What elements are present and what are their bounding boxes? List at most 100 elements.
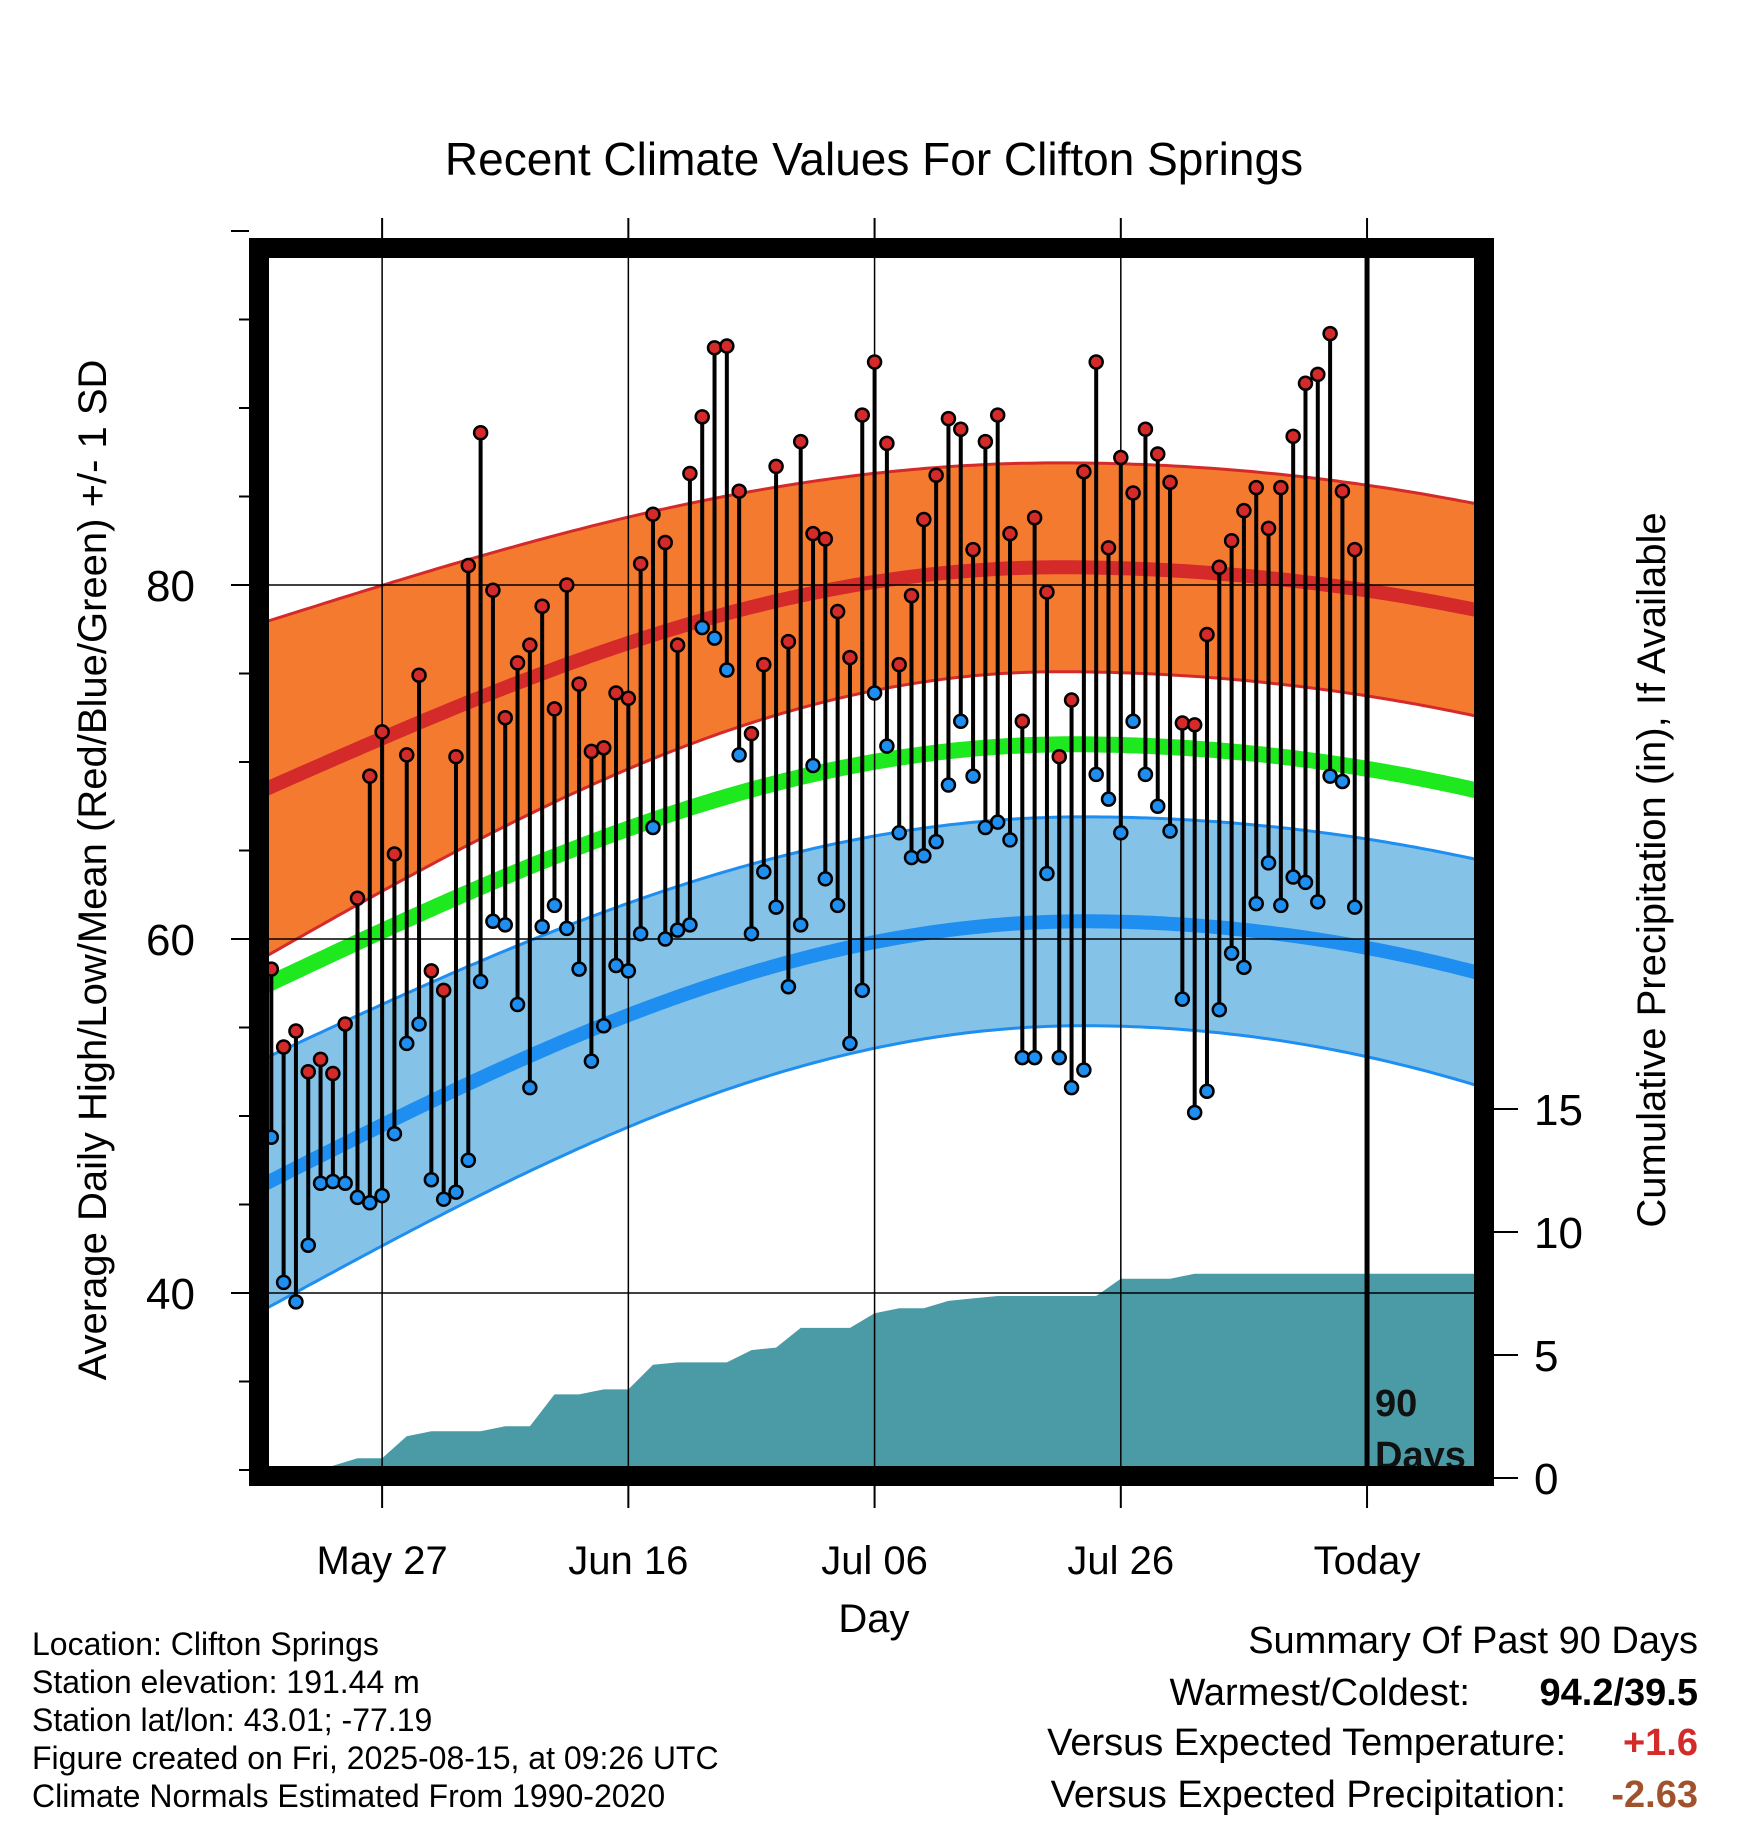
low-point	[608, 957, 624, 974]
low-point	[1285, 869, 1301, 885]
normal-low-band-lower	[259, 1024, 1484, 1314]
low-point	[780, 979, 797, 995]
summary-precip-label: Versus Expected Precipitation:	[1050, 1774, 1566, 1816]
low-point	[275, 1274, 292, 1291]
high-point	[571, 676, 587, 692]
high-point	[386, 846, 403, 862]
low-point	[1248, 895, 1264, 912]
low-point	[977, 819, 994, 836]
low-point	[669, 922, 686, 938]
low-point	[940, 777, 957, 793]
low-point	[756, 863, 772, 880]
y-axis-label: Average Daily High/Low/Mean (Red/Blue/Gr…	[71, 360, 115, 1381]
high-point	[1273, 479, 1289, 496]
low-point	[829, 897, 846, 914]
summary-warm-cold-value: 94.2/39.5	[1539, 1672, 1698, 1714]
high-point	[916, 511, 932, 528]
low-point	[879, 738, 895, 754]
low-point	[1113, 825, 1129, 841]
low-point	[337, 1175, 353, 1192]
low-point	[694, 619, 710, 636]
high-point	[891, 656, 907, 673]
high-point	[1100, 540, 1117, 556]
high-point	[1285, 428, 1301, 445]
y2-axis-label: Cumulative Precipitation (in), If Availa…	[1630, 512, 1674, 1227]
high-point	[1199, 626, 1215, 643]
high-point	[731, 483, 747, 499]
low-point	[989, 814, 1006, 830]
high-point	[497, 710, 513, 726]
high-point	[534, 598, 550, 614]
high-point	[1322, 325, 1338, 342]
high-point	[842, 649, 858, 666]
low-point	[398, 1035, 415, 1052]
high-point	[632, 556, 649, 572]
axes: May 27 Jun 16 Jul 06 Jul 26 Today 40 60 80 0 5 10 1…	[146, 218, 1583, 1583]
high-point	[546, 701, 563, 717]
high-point	[1248, 479, 1264, 496]
x-tick-label: Jul 26	[1067, 1539, 1174, 1583]
low-point	[595, 1017, 612, 1034]
high-point	[719, 338, 735, 354]
low-point	[509, 996, 526, 1013]
low-point	[411, 1016, 427, 1032]
high-point	[349, 890, 366, 907]
high-point	[694, 409, 710, 425]
high-point	[1149, 446, 1166, 462]
high-point	[928, 467, 944, 484]
high-point	[1137, 421, 1154, 437]
high-point	[989, 407, 1006, 423]
high-point	[472, 425, 489, 441]
high-point	[1026, 509, 1043, 526]
low-point	[792, 917, 809, 933]
low-point	[423, 1171, 440, 1188]
low-point	[435, 1191, 452, 1207]
high-point	[879, 435, 895, 452]
low-point	[1297, 874, 1314, 891]
low-point	[1273, 897, 1289, 914]
high-point	[645, 506, 661, 522]
x-tick-label: Today	[1314, 1539, 1421, 1583]
low-point	[1236, 959, 1252, 976]
y2-tick-label: 5	[1534, 1332, 1558, 1381]
low-point	[460, 1152, 477, 1168]
low-point	[1137, 766, 1154, 783]
low-point	[719, 662, 735, 678]
info-normals: Climate Normals Estimated From 1990-2020	[32, 1778, 666, 1814]
high-point	[1113, 449, 1129, 466]
low-point	[349, 1189, 366, 1206]
high-point	[337, 1016, 353, 1032]
high-point	[485, 582, 501, 599]
high-point	[522, 637, 538, 653]
high-point	[325, 1065, 341, 1082]
low-point	[1014, 1049, 1031, 1066]
low-point	[1310, 894, 1326, 910]
high-point	[940, 410, 957, 427]
normal-low-band	[259, 816, 1484, 1313]
x-tick-label: May 27	[317, 1539, 448, 1583]
high-point	[559, 577, 575, 593]
low-point	[903, 849, 920, 866]
high-point	[1039, 584, 1055, 600]
low-point	[571, 961, 587, 977]
summary-temp-label: Versus Expected Temperature:	[1047, 1722, 1566, 1764]
plot-frame	[249, 238, 1494, 1486]
x-tick-label: Jul 06	[821, 1539, 928, 1583]
low-point	[1125, 713, 1141, 730]
high-point	[1346, 541, 1363, 558]
high-point	[706, 340, 723, 356]
low-point	[1199, 1083, 1215, 1099]
low-point	[805, 757, 821, 774]
high-point	[669, 637, 686, 653]
high-point	[1260, 520, 1277, 537]
y-tick-label: 40	[146, 1270, 195, 1319]
high-point	[829, 603, 846, 620]
high-point	[1223, 533, 1240, 549]
low-point	[485, 913, 501, 930]
low-point	[386, 1125, 403, 1142]
low-point	[1088, 766, 1104, 783]
high-point	[1211, 559, 1228, 576]
summary-warm-cold-label: Warmest/Coldest:	[1169, 1672, 1470, 1714]
